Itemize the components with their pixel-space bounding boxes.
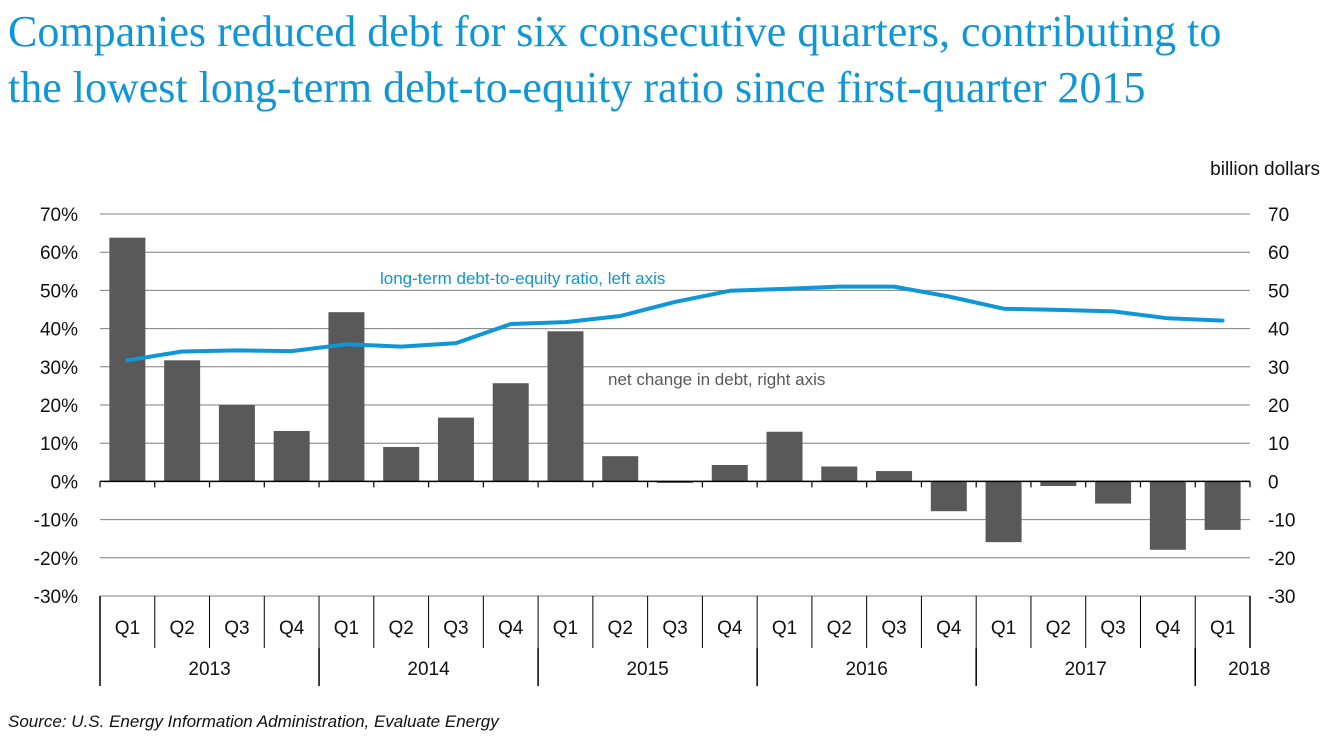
left-axis-tick-label: 0%: [51, 472, 79, 493]
quarter-label: Q4: [936, 618, 962, 639]
right-axis-tick-label: -30: [1268, 587, 1295, 608]
left-axis-tick-label: 50%: [40, 281, 78, 302]
debt-change-bar: [218, 405, 255, 482]
right-axis-title: billion dollars: [1210, 159, 1320, 180]
right-axis-tick-label: 40: [1268, 320, 1289, 341]
left-axis-tick-label: 70%: [40, 205, 78, 226]
quarter-label: Q2: [608, 618, 633, 639]
debt-change-bar: [821, 466, 858, 482]
quarter-label: Q3: [224, 618, 249, 639]
left-axis-tick-label: 30%: [40, 358, 78, 379]
debt-change-bar: [1149, 481, 1186, 550]
left-axis-tick-label: 60%: [40, 243, 78, 264]
debt-change-bar: [383, 447, 420, 482]
quarter-label: Q1: [553, 618, 578, 639]
quarter-label: Q2: [389, 618, 414, 639]
year-label: 2017: [1065, 659, 1107, 680]
debt-change-bar: [492, 383, 529, 482]
quarter-label: Q1: [991, 618, 1016, 639]
quarter-label: Q4: [1155, 618, 1181, 639]
quarter-label: Q4: [498, 618, 524, 639]
chart-title: Companies reduced debt for six consecuti…: [8, 4, 1328, 116]
quarter-label: Q1: [1210, 618, 1235, 639]
debt-change-bar: [328, 312, 365, 482]
quarter-label: Q3: [1100, 618, 1125, 639]
year-label: 2016: [846, 659, 888, 680]
debt-change-bar: [985, 481, 1022, 543]
debt-change-bar: [657, 481, 693, 483]
quarter-label: Q1: [772, 618, 797, 639]
right-axis-tick-label: 30: [1268, 358, 1289, 379]
quarter-label: Q4: [717, 618, 743, 639]
debt-change-bar: [1204, 481, 1241, 530]
left-axis-tick-label: -20%: [34, 549, 78, 570]
left-axis-tick-label: 40%: [40, 320, 78, 341]
year-label: 2015: [626, 659, 668, 680]
debt-change-bar: [876, 471, 913, 482]
right-axis-tick-label: -10: [1268, 511, 1295, 532]
debt-change-bar: [930, 481, 967, 512]
chart-title-line-1: Companies reduced debt for six consecuti…: [8, 7, 1222, 56]
right-axis-tick-label: 50: [1268, 281, 1289, 302]
right-axis-tick-label: -20: [1268, 549, 1295, 570]
debt-change-bar: [766, 431, 803, 482]
chart-title-line-2: the lowest long-term debt-to-equity rati…: [8, 63, 1146, 112]
quarter-label: Q3: [881, 618, 906, 639]
debt-change-bar: [164, 360, 201, 482]
debt-change-bar: [1095, 481, 1132, 504]
year-label: 2014: [407, 659, 450, 680]
debt-change-bar: [711, 464, 748, 482]
left-axis-tick-label: -30%: [34, 587, 78, 608]
debt-change-bar: [273, 430, 310, 482]
debt-change-bar: [1040, 481, 1077, 486]
quarter-label: Q1: [115, 618, 140, 639]
line-series-label: long-term debt-to-equity ratio, left axi…: [380, 269, 665, 288]
right-axis-tick-label: 70: [1268, 205, 1289, 226]
left-axis-tick-label: 20%: [40, 396, 78, 417]
left-axis-tick-label: -10%: [34, 511, 78, 532]
quarter-label: Q2: [1046, 618, 1071, 639]
debt-to-equity-ratio-line: [125, 284, 1225, 363]
quarter-label: Q1: [334, 618, 359, 639]
quarter-label: Q3: [443, 618, 468, 639]
quarter-label: Q2: [169, 618, 194, 639]
year-label: 2013: [188, 659, 230, 680]
debt-change-bar: [602, 456, 639, 482]
right-axis-tick-label: 0: [1268, 472, 1279, 493]
source-note: Source: U.S. Energy Information Administ…: [8, 712, 499, 731]
quarter-label: Q2: [827, 618, 852, 639]
right-axis-tick-label: 60: [1268, 243, 1289, 264]
right-axis-tick-label: 10: [1268, 434, 1289, 455]
quarter-label: Q3: [662, 618, 687, 639]
bar-series-label: net change in debt, right axis: [608, 370, 825, 389]
quarter-label: Q4: [279, 618, 305, 639]
year-label: 2018: [1228, 659, 1270, 680]
debt-change-bar: [547, 331, 584, 482]
right-axis-tick-label: 20: [1268, 396, 1289, 417]
debt-change-bar: [437, 417, 474, 482]
left-axis-tick-label: 10%: [40, 434, 78, 455]
